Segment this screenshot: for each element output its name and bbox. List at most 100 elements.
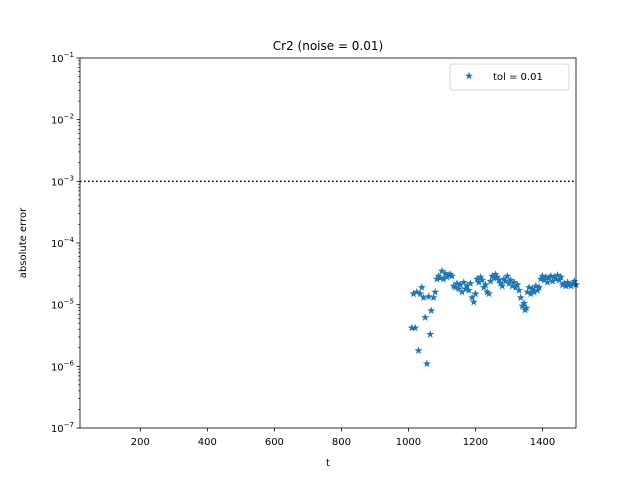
data-point [546, 271, 555, 280]
y-axis-label: absolute error [18, 207, 29, 278]
data-point [458, 287, 467, 296]
x-tick-label: 1400 [530, 437, 555, 448]
data-point [454, 284, 463, 293]
data-point [446, 270, 455, 278]
x-tick-label: 400 [198, 437, 217, 448]
data-point [516, 293, 525, 302]
data-point [493, 272, 502, 281]
data-point [496, 279, 505, 287]
data-point [431, 287, 440, 296]
data-point [483, 287, 492, 296]
data-point [494, 275, 503, 284]
legend-marker [465, 71, 473, 80]
data-point [429, 293, 438, 302]
data-point [424, 292, 433, 301]
legend: tol = 0.01 [449, 63, 570, 91]
data-point [437, 266, 446, 275]
data-point [561, 281, 570, 290]
data-point [478, 275, 487, 284]
points-layer [407, 266, 580, 368]
data-point [486, 277, 495, 285]
data-point [489, 273, 498, 282]
data-point [531, 281, 540, 290]
data-point [439, 274, 448, 283]
data-point [501, 277, 510, 285]
data-point [453, 279, 462, 287]
data-point [417, 283, 426, 291]
data-point [471, 289, 480, 298]
data-point [407, 323, 416, 332]
data-point [414, 346, 423, 354]
data-point [528, 284, 537, 293]
data-point [553, 271, 562, 279]
data-point [541, 272, 550, 281]
data-point [543, 278, 552, 286]
data-point [548, 277, 557, 285]
data-point [469, 297, 478, 306]
data-point [535, 283, 544, 291]
data-point [411, 323, 420, 332]
data-point [488, 271, 497, 280]
data-point [503, 271, 512, 280]
data-point [508, 281, 517, 290]
data-point [474, 278, 483, 286]
data-point [526, 289, 535, 298]
x-tick-label: 600 [265, 437, 284, 448]
data-point [449, 281, 458, 290]
legend-box [449, 63, 570, 91]
data-point [427, 306, 436, 315]
data-point [530, 287, 539, 296]
data-point [560, 279, 569, 287]
data-point [523, 287, 532, 296]
data-point [448, 271, 456, 280]
data-point [456, 280, 465, 289]
x-tick-label: 1200 [463, 437, 488, 448]
plot-area [80, 58, 576, 428]
data-point [434, 271, 443, 280]
data-point [451, 283, 460, 291]
data-point [556, 272, 565, 281]
data-point [481, 280, 490, 289]
data-point [459, 278, 468, 286]
data-point [466, 279, 475, 287]
data-point [550, 272, 559, 281]
data-point [504, 279, 513, 287]
chart-title: Cr2 (noise = 0.01) [273, 39, 383, 53]
data-point [416, 289, 425, 298]
data-point [551, 274, 560, 283]
data-point [464, 286, 473, 294]
data-point [412, 287, 421, 296]
data-point [520, 299, 529, 307]
data-point [436, 273, 445, 282]
data-point [506, 275, 515, 284]
data-point [426, 330, 435, 338]
data-point [463, 281, 472, 290]
data-point [513, 280, 522, 289]
legend-star-marker [465, 71, 473, 80]
data-point [515, 286, 524, 294]
data-point [570, 277, 579, 285]
data-point [498, 281, 507, 290]
data-point [476, 272, 485, 281]
data-point [499, 274, 508, 283]
x-tick-label: 1000 [396, 437, 421, 448]
data-point [491, 270, 500, 278]
data-point [468, 293, 477, 302]
data-point [419, 293, 428, 302]
data-point [522, 303, 531, 312]
data-point [421, 313, 430, 321]
data-point [441, 269, 450, 277]
x-tick-label: 200 [131, 437, 150, 448]
x-axis-label: t [326, 458, 330, 469]
data-point [510, 278, 518, 286]
data-point [484, 289, 493, 298]
data-point [565, 280, 574, 289]
x-axis: 200 400 600 800 1000 1200 1400 [131, 428, 555, 448]
legend-entry-label: tol = 0.01 [493, 72, 543, 83]
data-point [422, 359, 431, 368]
data-point [409, 289, 418, 298]
data-point [538, 271, 547, 280]
data-point [473, 274, 482, 283]
data-point [563, 278, 572, 286]
